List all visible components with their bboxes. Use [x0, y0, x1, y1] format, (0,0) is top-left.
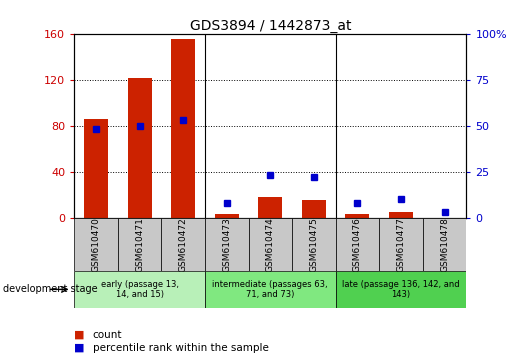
- Bar: [118, 218, 161, 271]
- Text: GSM610470: GSM610470: [92, 217, 101, 272]
- Bar: [128, 79, 152, 218]
- Bar: [423, 218, 466, 271]
- Text: GSM610475: GSM610475: [310, 217, 319, 272]
- Bar: [171, 39, 195, 218]
- Text: GSM610478: GSM610478: [440, 217, 449, 272]
- Bar: [346, 214, 369, 218]
- Bar: [205, 218, 249, 271]
- Bar: [335, 271, 466, 308]
- Text: GSM610471: GSM610471: [135, 217, 144, 272]
- Title: GDS3894 / 1442873_at: GDS3894 / 1442873_at: [190, 19, 351, 33]
- Bar: [389, 212, 413, 218]
- Text: GSM610474: GSM610474: [266, 217, 275, 272]
- Text: GSM610473: GSM610473: [222, 217, 231, 272]
- Bar: [379, 218, 423, 271]
- Bar: [302, 200, 326, 218]
- Text: intermediate (passages 63,
71, and 73): intermediate (passages 63, 71, and 73): [213, 280, 328, 299]
- Text: GSM610477: GSM610477: [396, 217, 405, 272]
- Text: percentile rank within the sample: percentile rank within the sample: [93, 343, 269, 353]
- Bar: [335, 218, 379, 271]
- Text: GSM610472: GSM610472: [179, 217, 188, 272]
- Bar: [205, 271, 335, 308]
- Text: ■: ■: [74, 343, 85, 353]
- Bar: [74, 271, 205, 308]
- Bar: [258, 197, 282, 218]
- Bar: [292, 218, 335, 271]
- Bar: [161, 218, 205, 271]
- Text: ■: ■: [74, 330, 85, 339]
- Text: early (passage 13,
14, and 15): early (passage 13, 14, and 15): [101, 280, 179, 299]
- Text: late (passage 136, 142, and
143): late (passage 136, 142, and 143): [342, 280, 460, 299]
- Text: GSM610476: GSM610476: [353, 217, 362, 272]
- Bar: [215, 214, 238, 218]
- Text: count: count: [93, 330, 122, 339]
- Text: development stage: development stage: [3, 284, 98, 295]
- Bar: [84, 119, 108, 218]
- Bar: [74, 218, 118, 271]
- Bar: [249, 218, 292, 271]
